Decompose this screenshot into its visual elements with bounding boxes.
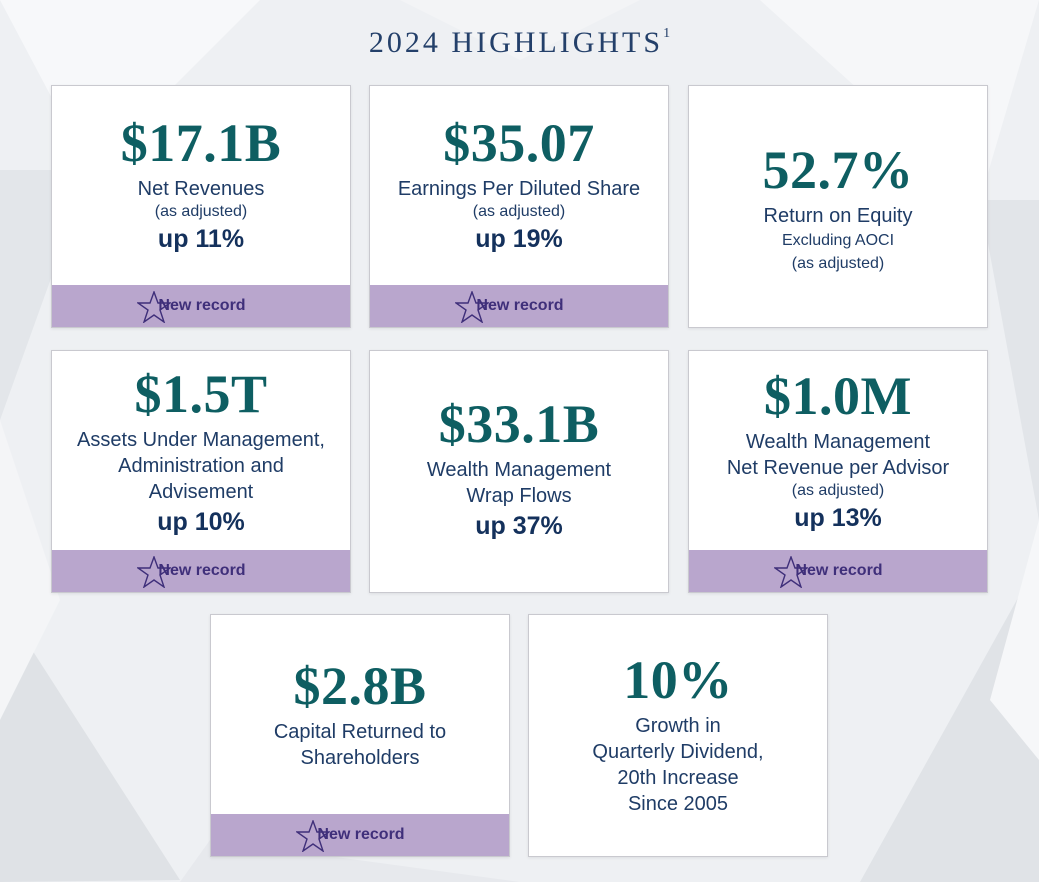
card-value: $17.1B [120,113,282,173]
card-label: Earnings Per Diluted Share [397,178,641,200]
card-dividend: 10% Growth in Quarterly Dividend, 20th I… [528,614,828,857]
new-record-label: New record [158,562,246,579]
card-label: Net Revenues [137,178,265,200]
card-label: Wealth Management [745,431,931,453]
card-label: Capital Returned to [273,721,447,743]
card-per-advisor: $1.0M Wealth Management Net Revenue per … [688,350,988,593]
card-label: Assets Under Management, [77,429,325,451]
card-value: 10% [623,650,733,710]
new-record-band: New record [211,814,509,856]
star-outline-icon [137,556,172,588]
card-label: Administration and [118,455,284,477]
new-record-label: New record [158,297,246,314]
star-outline-icon [455,291,490,323]
new-record-label: New record [317,826,405,843]
star-outline-icon [296,820,331,852]
page-title: 2024 HIGHLIGHTS1 [368,26,671,59]
card-sub: (as adjusted) [472,203,566,220]
new-record-label: New record [795,562,883,579]
card-label: Wealth Management [426,459,612,481]
new-record-label: New record [476,297,564,314]
new-record-band: New record [370,285,668,327]
card-sub: (as adjusted) [791,482,885,499]
card-label: Net Revenue per Advisor [726,457,950,479]
card-label: Growth in [635,715,721,737]
new-record-band: New record [52,550,350,592]
new-record-band: New record [689,550,987,592]
card-roe: 52.7% Return on Equity Excluding AOCI (a… [688,85,988,328]
card-growth: up 19% [475,225,563,253]
card-label: Advisement [148,481,254,503]
card-label: Since 2005 [627,793,729,815]
card-label: Wrap Flows [466,485,572,507]
card-growth: up 13% [794,504,882,532]
new-record-band: New record [52,285,350,327]
card-value: $35.07 [443,113,595,173]
card-sub: Excluding AOCI [781,232,895,249]
star-outline-icon [137,291,172,323]
card-value: $33.1B [438,394,600,454]
card-value: 52.7% [762,140,914,200]
card-eps: $35.07 Earnings Per Diluted Share (as ad… [369,85,669,328]
card-wrap-flows: $33.1B Wealth Management Wrap Flows up 3… [369,350,669,593]
card-assets: $1.5T Assets Under Management, Administr… [51,350,351,593]
card-growth: up 37% [475,512,563,540]
card-sub: (as adjusted) [791,255,885,272]
card-label: 20th Increase [617,767,739,789]
card-label: Quarterly Dividend, [592,741,764,763]
card-label: Return on Equity [763,205,913,227]
card-growth: up 10% [157,508,245,536]
card-value: $1.5T [134,364,268,424]
card-net-revenues: $17.1B Net Revenues (as adjusted) up 11%… [51,85,351,328]
card-sub: (as adjusted) [154,203,248,220]
card-growth: up 11% [157,225,245,253]
star-outline-icon [774,556,809,588]
card-value: $2.8B [293,656,427,716]
card-label: Shareholders [300,747,420,769]
card-value: $1.0M [764,366,912,426]
card-capital: $2.8B Capital Returned to Shareholders N… [210,614,510,857]
